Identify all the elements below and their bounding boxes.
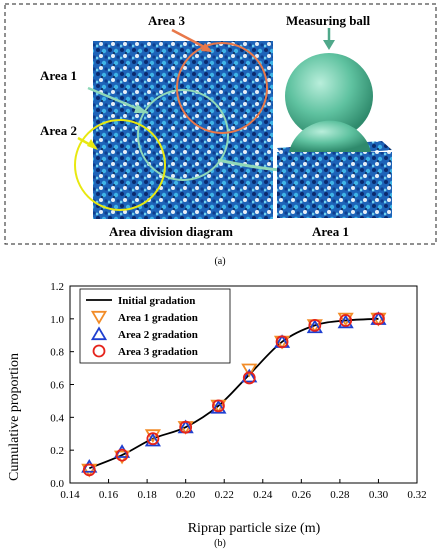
data-point	[275, 335, 289, 349]
legend-label: Area 2 gradation	[118, 329, 198, 341]
y-tick-label: 0.6	[50, 380, 64, 392]
y-tick-label: 0.0	[50, 478, 64, 490]
series-1	[88, 317, 379, 470]
data-point	[339, 314, 353, 327]
x-tick-label: 0.30	[369, 489, 389, 501]
measuring-ball-bottom	[289, 120, 371, 152]
sample-block	[277, 152, 392, 218]
area2-label: Area 2	[40, 123, 77, 138]
panel-b: 0.14 0.16 0.18 0.20 0.22 0.24 0.26 0.28 0.30 0.32…	[0, 272, 441, 550]
data-point	[241, 368, 258, 383]
y-tick-label: 0.8	[50, 347, 64, 359]
legend-label: Area 3 gradation	[118, 346, 198, 358]
series-layer	[81, 311, 387, 478]
area-division-figure: Area 3 Area 1 Area 2 Measuring ball Area…	[4, 3, 437, 267]
x-tick-label: 0.22	[215, 489, 234, 501]
legend-label: Area 1 gradation	[118, 312, 198, 324]
data-point	[306, 319, 323, 334]
legend-label: Initial gradation	[118, 295, 195, 307]
panel-a-label: (a)	[214, 256, 225, 267]
y-tick-label: 1.0	[50, 314, 64, 326]
legend-marker	[92, 344, 106, 358]
data-point	[372, 312, 385, 326]
area3-label: Area 3	[148, 13, 185, 28]
data-point	[179, 420, 193, 434]
x-tick-label: 0.16	[99, 489, 119, 501]
x-tick-label: 0.32	[407, 489, 426, 501]
data-point	[308, 319, 322, 332]
data-point	[144, 432, 161, 447]
panel-a: Area 3 Area 1 Area 2 Measuring ball Area…	[0, 0, 441, 270]
x-axis-label: Riprap particle size (m)	[188, 521, 321, 536]
legend-marker	[90, 310, 108, 325]
data-point	[210, 399, 227, 414]
data-point	[242, 371, 256, 385]
area2-circle	[74, 119, 166, 211]
data-point	[337, 312, 354, 327]
x-tick-label: 0.14	[60, 489, 80, 501]
figure-frame	[4, 3, 437, 245]
area3-circle	[176, 42, 268, 134]
measuring-ball-top	[285, 53, 373, 139]
y-axis-label: Cumulative proportion	[7, 353, 22, 481]
x-tick-label: 0.28	[330, 489, 350, 501]
area1-caption: Area 1	[312, 224, 349, 239]
panel-b-label: (b)	[214, 538, 226, 549]
series-4	[82, 312, 385, 477]
data-point	[337, 314, 354, 329]
x-axis: 0.14 0.16 0.18 0.20 0.22 0.24 0.26 0.28 0.30 0.32	[60, 479, 427, 501]
legend-marker	[90, 326, 108, 341]
data-point	[146, 432, 160, 446]
initial-gradation-line	[88, 317, 379, 470]
x-tick-label: 0.18	[137, 489, 157, 501]
data-point	[144, 429, 161, 444]
x-tick-label: 0.24	[253, 489, 273, 501]
area1-label: Area 1	[40, 68, 77, 83]
y-axis: 0.0 0.2 0.4 0.6 0.8 1.0 1.2	[50, 281, 74, 490]
data-point	[212, 399, 225, 413]
y-tick-label: 0.4	[50, 412, 64, 424]
area1-circle	[137, 89, 229, 181]
x-tick-label: 0.26	[292, 489, 312, 501]
y-tick-label: 0.2	[50, 445, 64, 457]
data-point	[115, 448, 129, 462]
data-point	[82, 463, 96, 477]
gradation-chart: 0.14 0.16 0.18 0.20 0.22 0.24 0.26 0.28 0.30 0.32…	[7, 281, 427, 549]
area-division-caption: Area division diagram	[109, 224, 233, 239]
x-tick-label: 0.20	[176, 489, 196, 501]
particle-assembly	[93, 41, 273, 219]
measuring-ball-label: Measuring ball	[286, 13, 371, 28]
y-tick-label: 1.2	[50, 281, 64, 293]
data-point	[241, 363, 258, 378]
legend: Initial gradation Area 1 gradation Area 2 …	[79, 288, 231, 364]
